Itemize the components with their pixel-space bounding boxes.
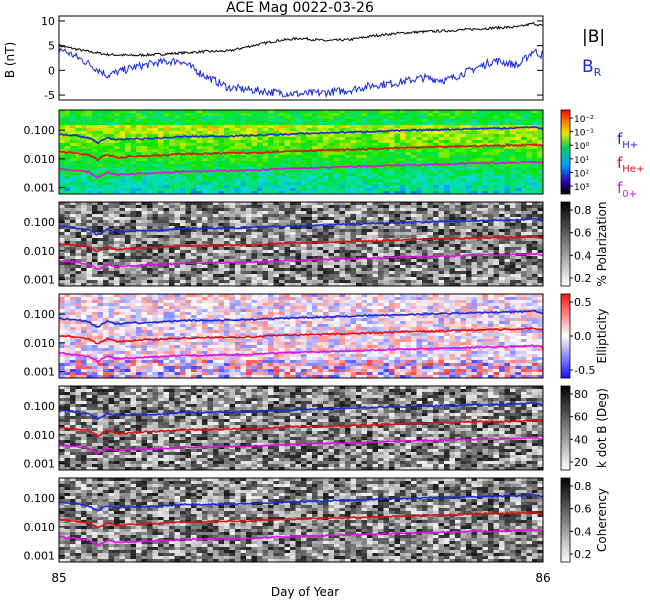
f-ytick-label: 0.100 xyxy=(24,216,56,229)
colorbar-tick-label: 0.4 xyxy=(574,249,592,262)
f-ytick-label: 0.100 xyxy=(24,492,56,505)
chart-title: ACE Mag 0022-03-26 xyxy=(226,0,374,16)
power-panel: 0.100 0.010 0.001 10⁻² 10⁻¹ 10⁰ 10¹ 10² 10³ xyxy=(24,109,594,195)
legend-btotal: |B| xyxy=(582,27,605,47)
f-ytick-label: 0.100 xyxy=(24,124,56,137)
colorbar-tick-label: 0.4 xyxy=(574,525,592,538)
colorbar-tick-label: 0.0 xyxy=(574,330,592,343)
kdotb-colorbar xyxy=(560,385,571,471)
colorbar-tick-label: 40 xyxy=(574,433,588,446)
colorbar-tick-label: 0.8 xyxy=(574,204,592,217)
colorbar-tick-label: 0.5 xyxy=(574,296,592,309)
ellipticity-colorbar xyxy=(560,293,571,379)
coherency-colorbar-label: Coherency xyxy=(595,488,609,552)
power-colorbar xyxy=(560,109,571,195)
kdotb-spectrogram xyxy=(59,386,543,470)
colorbar-tick-label: 10⁻¹ xyxy=(574,129,594,139)
f-ytick-label: 0.010 xyxy=(24,337,56,350)
ellipticity-colorbar-label: Ellipticity xyxy=(595,309,609,364)
legend-fO: f0+ xyxy=(617,179,637,200)
power-frame xyxy=(58,109,544,195)
legend-fH: fH+ xyxy=(617,130,638,151)
coherency-frame xyxy=(58,477,544,563)
b-field-panel: 10 5 0 -5 B (nT) |B| BR xyxy=(3,15,605,102)
polarization-spectrogram xyxy=(59,202,543,286)
x-tick-86: 86 xyxy=(535,571,550,585)
fHe-gyro-line xyxy=(59,418,543,438)
legend-br: BR xyxy=(582,57,602,79)
fO-gyro-line xyxy=(59,528,543,546)
colorbar-tick-label: 20 xyxy=(574,456,588,469)
gyro-legend: fH+ fHe+ f0+ xyxy=(617,130,644,200)
ellipticity-frame xyxy=(58,293,544,379)
f-ytick-label: 0.010 xyxy=(24,429,56,442)
kdotb-frame xyxy=(58,385,544,471)
x-axis-label: Day of Year xyxy=(271,585,339,599)
coherency-colorbar xyxy=(560,477,571,563)
b-ytick-label: 5 xyxy=(48,40,55,53)
colorbar-tick-label: 0.8 xyxy=(574,480,592,493)
power-spectrogram xyxy=(59,110,543,194)
f-ytick-label: 0.100 xyxy=(24,308,56,321)
colorbar-tick-label: 10² xyxy=(574,169,589,179)
f-ytick-label: 0.100 xyxy=(24,400,56,413)
colorbar-tick-label: 60 xyxy=(574,411,588,424)
ellipticity-spectrogram xyxy=(59,294,543,378)
btotal-line xyxy=(59,22,543,58)
polarization-colorbar xyxy=(560,201,571,287)
fH-gyro-line xyxy=(59,125,543,145)
fH-gyro-line xyxy=(59,493,543,512)
colorbar-tick-label: 0.2 xyxy=(574,272,592,285)
colorbar-tick-label: 0.2 xyxy=(574,548,592,561)
fH-gyro-line xyxy=(59,217,543,236)
legend-fHe: fHe+ xyxy=(617,154,644,175)
fO-gyro-line xyxy=(59,436,543,455)
fHe-gyro-line xyxy=(59,326,543,345)
colorbar-tick-label: 10⁰ xyxy=(574,142,589,152)
b-ytick-label: 10 xyxy=(41,15,55,28)
colorbar-tick-label: 0.6 xyxy=(574,503,592,516)
kdotb-panel: 0.100 0.010 0.001 80 60 40 20 k dot B (Deg) xyxy=(24,385,609,471)
coherency-spectrogram xyxy=(59,478,543,562)
f-ytick-label: 0.010 xyxy=(24,521,56,534)
colorbar-tick-label: -0.5 xyxy=(574,364,595,377)
b-ytick-label: 0 xyxy=(48,64,55,77)
fO-gyro-line xyxy=(59,344,543,364)
polarization-frame xyxy=(58,201,544,287)
fO-gyro-line xyxy=(59,160,543,180)
b-field-ylabel: B (nT) xyxy=(3,42,17,78)
f-ytick-label: 0.010 xyxy=(24,153,56,166)
x-tick-85: 85 xyxy=(51,571,66,585)
fH-gyro-line xyxy=(59,309,543,328)
fH-gyro-line xyxy=(59,401,543,421)
colorbar-tick-label: 10⁻² xyxy=(574,115,594,125)
f-ytick-label: 0.010 xyxy=(24,245,56,258)
f-ytick-label: 0.001 xyxy=(24,182,56,195)
kdotb-colorbar-label: k dot B (Deg) xyxy=(595,388,609,468)
fHe-gyro-line xyxy=(59,510,543,529)
b-field-frame xyxy=(58,15,544,101)
colorbar-tick-label: 80 xyxy=(574,388,588,401)
f-ytick-label: 0.001 xyxy=(24,274,56,287)
fHe-gyro-line xyxy=(59,234,543,253)
f-ytick-label: 0.001 xyxy=(24,550,56,563)
f-ytick-label: 0.001 xyxy=(24,366,56,379)
colorbar-tick-label: 10¹ xyxy=(574,156,589,166)
polarization-colorbar-label: % Polarization xyxy=(595,202,609,287)
b-ytick-label: -5 xyxy=(44,89,55,102)
polarization-panel: 0.100 0.010 0.001 0.8 0.6 0.4 0.2% Polarizatio… xyxy=(24,201,609,287)
f-ytick-label: 0.001 xyxy=(24,458,56,471)
colorbar-tick-label: 0.6 xyxy=(574,227,592,240)
colorbar-tick-label: 10³ xyxy=(574,183,589,193)
fHe-gyro-line xyxy=(59,143,543,162)
fO-gyro-line xyxy=(59,252,543,270)
br-line xyxy=(59,45,543,99)
